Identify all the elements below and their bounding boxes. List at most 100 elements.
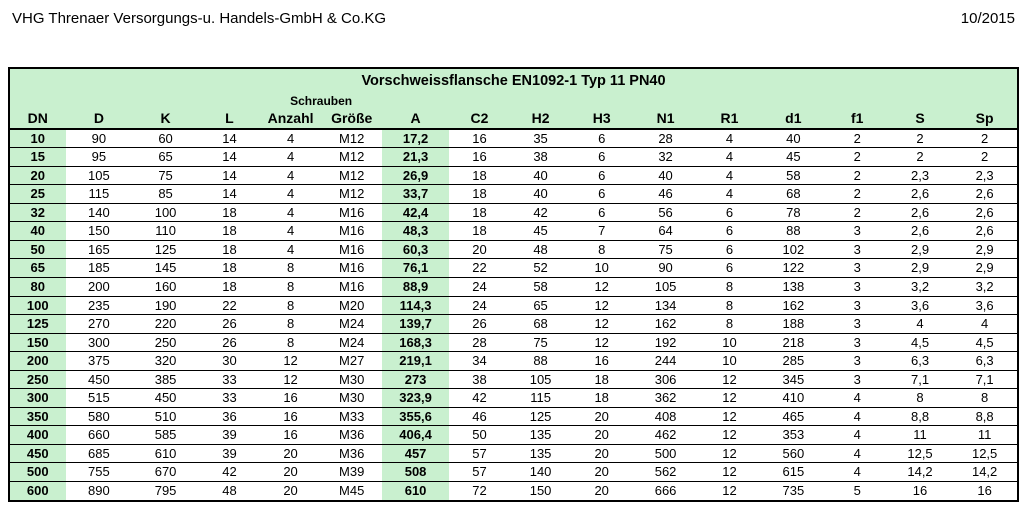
table-cell: 2 [888, 129, 952, 148]
table-cell: 10 [699, 352, 760, 371]
table-cell: 2,9 [952, 240, 1017, 259]
column-header: R1 [699, 109, 760, 129]
table-cell: 385 [132, 370, 199, 389]
table-cell: 3,2 [952, 278, 1017, 297]
table-cell: 8 [699, 315, 760, 334]
table-cell: 6 [699, 222, 760, 241]
table-cell: 2,6 [952, 222, 1017, 241]
table-cell: 88 [760, 222, 827, 241]
table-cell: 4 [699, 148, 760, 167]
table-cell: 6 [699, 203, 760, 222]
table-cell: 75 [632, 240, 699, 259]
table-cell: 4 [827, 389, 888, 408]
table-cell: M12 [321, 185, 382, 204]
table-cell: 3 [827, 315, 888, 334]
table-cell: 2,9 [888, 240, 952, 259]
table-cell: 17,2 [382, 129, 449, 148]
table-cell: 450 [132, 389, 199, 408]
table-cell: 500 [10, 463, 66, 482]
table-row: 80200160188M1688,9245812105813833,23,2 [10, 278, 1017, 297]
table-cell: 100 [10, 296, 66, 315]
table-cell: 80 [10, 278, 66, 297]
table-cell: 60,3 [382, 240, 449, 259]
table-cell: 16 [571, 352, 632, 371]
table-cell: 6 [571, 129, 632, 148]
column-header: S [888, 109, 952, 129]
column-header: H3 [571, 109, 632, 129]
table-cell: 33 [199, 370, 260, 389]
table-cell: 6 [571, 185, 632, 204]
table-row: 3005154503316M30323,9421151836212410488 [10, 389, 1017, 408]
table-cell: 355,6 [382, 407, 449, 426]
table-cell: 8 [699, 296, 760, 315]
table-cell: 8 [571, 240, 632, 259]
table-cell: 18 [199, 203, 260, 222]
column-header: C2 [449, 109, 510, 129]
table-cell: 42,4 [382, 203, 449, 222]
table-cell: 64 [632, 222, 699, 241]
table-cell: M30 [321, 389, 382, 408]
table-cell: 90 [632, 259, 699, 278]
table-cell: 3 [827, 222, 888, 241]
flange-table: Vorschweissflansche EN1092-1 Typ 11 PN40… [10, 69, 1017, 500]
table-cell: 48,3 [382, 222, 449, 241]
table-cell: 18 [199, 240, 260, 259]
table-cell: 48 [510, 240, 571, 259]
table-cell: 219,1 [382, 352, 449, 371]
table-cell: 150 [66, 222, 133, 241]
table-cell: 56 [632, 203, 699, 222]
table-cell: M16 [321, 278, 382, 297]
column-header: K [132, 109, 199, 129]
table-cell: M12 [321, 166, 382, 185]
table-cell: M27 [321, 352, 382, 371]
table-cell: 33 [199, 389, 260, 408]
table-cell: 11 [952, 426, 1017, 445]
table-cell: 8,8 [888, 407, 952, 426]
table-cell: 666 [632, 482, 699, 500]
table-cell: 90 [66, 129, 133, 148]
table-cell: 88 [510, 352, 571, 371]
table-cell: 20 [10, 166, 66, 185]
table-cell: 2,3 [888, 166, 952, 185]
table-cell: 2,9 [888, 259, 952, 278]
table-cell: 18 [449, 166, 510, 185]
table-cell: 12 [699, 444, 760, 463]
table-cell: 8,8 [952, 407, 1017, 426]
table-cell: 162 [760, 296, 827, 315]
table-cell: 16 [449, 148, 510, 167]
table-cell: 585 [132, 426, 199, 445]
table-cell: 12 [699, 463, 760, 482]
table-cell: 65 [132, 148, 199, 167]
table-row: 40150110184M1648,3184576468832,62,6 [10, 222, 1017, 241]
table-cell: 2 [888, 148, 952, 167]
table-cell: 33,7 [382, 185, 449, 204]
table-cell: 68 [510, 315, 571, 334]
table-cell: 38 [510, 148, 571, 167]
table-cell: 20 [260, 444, 321, 463]
table-cell: 323,9 [382, 389, 449, 408]
table-row: 65185145188M1676,122521090612232,92,9 [10, 259, 1017, 278]
table-cell: 30 [199, 352, 260, 371]
table-cell: 125 [10, 315, 66, 334]
table-cell: 285 [760, 352, 827, 371]
table-cell: 610 [132, 444, 199, 463]
table-cell: 125 [132, 240, 199, 259]
table-cell: 135 [510, 426, 571, 445]
table-cell: 14 [199, 185, 260, 204]
table-cell: 3,6 [888, 296, 952, 315]
table-cell: 25 [10, 185, 66, 204]
table-cell: 20 [571, 444, 632, 463]
table-cell: 75 [132, 166, 199, 185]
table-cell: 508 [382, 463, 449, 482]
table-cell: 115 [510, 389, 571, 408]
table-cell: 122 [760, 259, 827, 278]
table-cell: 218 [760, 333, 827, 352]
column-header: f1 [827, 109, 888, 129]
table-cell: 600 [10, 482, 66, 500]
table-cell: 102 [760, 240, 827, 259]
table-row: 2511585144M1233,7184064646822,62,6 [10, 185, 1017, 204]
table-cell: 4 [827, 463, 888, 482]
table-cell: 24 [449, 296, 510, 315]
table-cell: 7 [571, 222, 632, 241]
table-cell: 3 [827, 240, 888, 259]
